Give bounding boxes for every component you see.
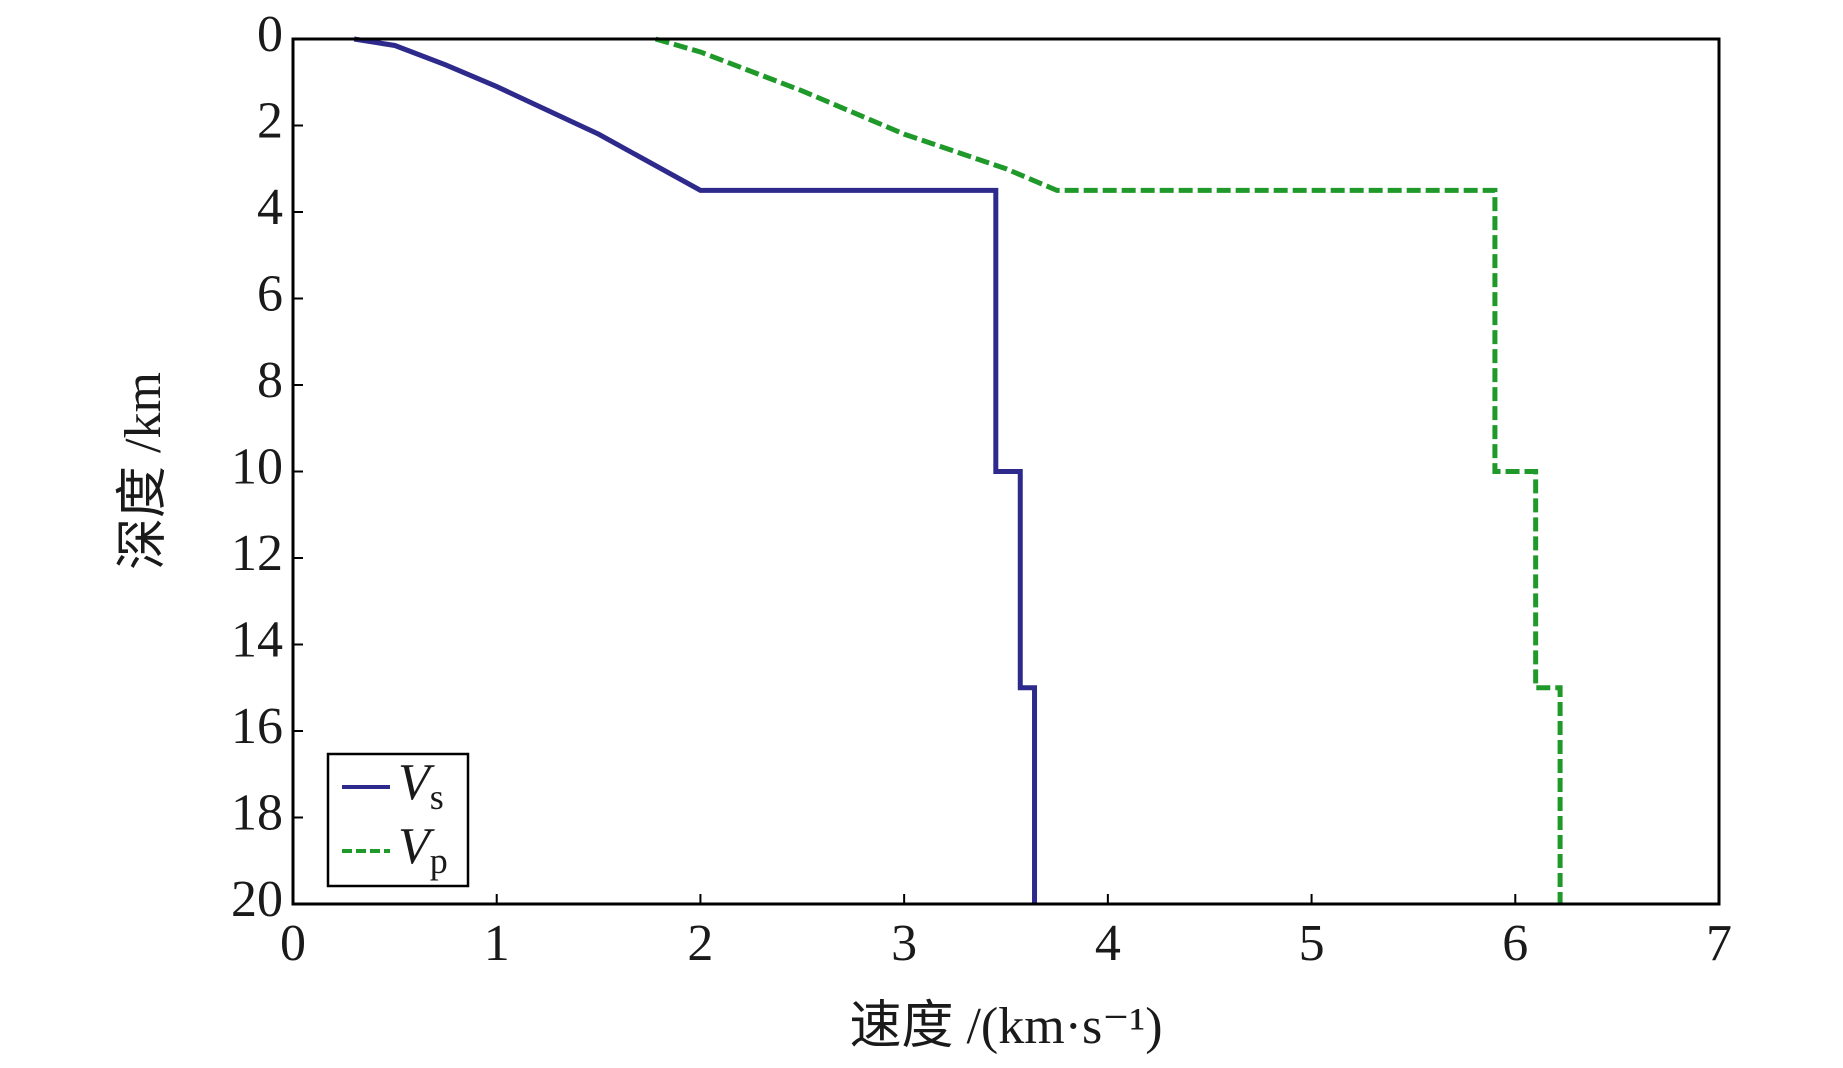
y-tick-label: 8 — [257, 352, 283, 409]
plot-frame — [291, 37, 1721, 906]
legend-label-main: V — [398, 818, 435, 875]
x-tick-label: 1 — [484, 915, 510, 972]
legend-label: Vp — [398, 818, 448, 881]
y-tick-label: 6 — [257, 265, 283, 322]
legend-label-sub: p — [430, 841, 448, 881]
x-tick-label: 3 — [891, 915, 917, 972]
y-tick-label: 2 — [257, 92, 283, 149]
y-tick-label: 0 — [257, 6, 283, 63]
x-tick-label: 4 — [1095, 915, 1121, 972]
legend-label: Vs — [398, 754, 444, 817]
y-tick-label: 14 — [231, 611, 283, 668]
x-axis-label: 速度 /(km·s⁻¹) — [849, 998, 1162, 1055]
x-tick-label: 0 — [280, 915, 306, 972]
y-tick-label: 18 — [231, 784, 283, 841]
legend-box — [326, 752, 470, 888]
x-tick-label: 6 — [1502, 915, 1528, 972]
data-line — [353, 36, 1038, 904]
y-axis-label: 深度 /km — [115, 372, 172, 570]
y-tick-label: 20 — [231, 871, 283, 928]
x-tick-label: 7 — [1706, 915, 1732, 972]
y-tick-label: 16 — [231, 698, 283, 755]
y-tick-label: 4 — [257, 179, 283, 236]
x-tick-label: 5 — [1299, 915, 1325, 972]
data-line — [654, 36, 1563, 904]
legend-label-main: V — [398, 754, 435, 811]
y-tick-label: 10 — [231, 438, 283, 495]
x-tick-label: 2 — [687, 915, 713, 972]
legend-label-sub: s — [430, 777, 444, 817]
y-tick-label: 12 — [231, 525, 283, 582]
